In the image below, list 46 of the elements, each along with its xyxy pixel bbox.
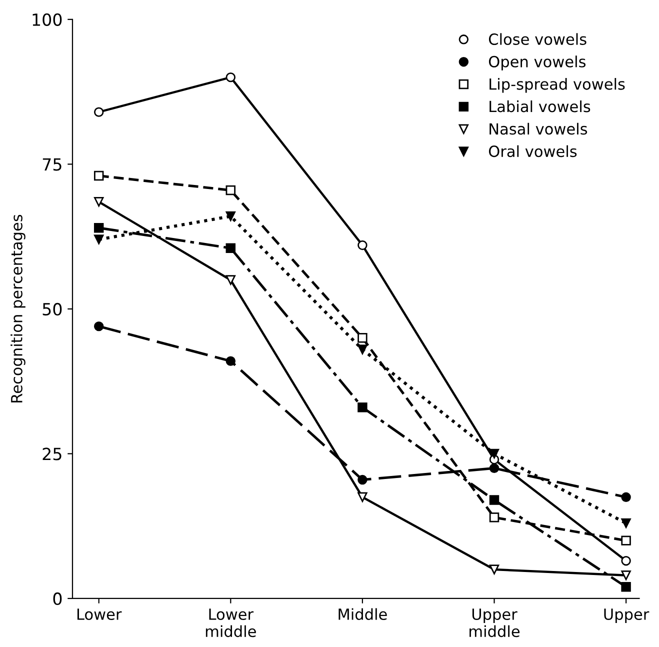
point [94,107,104,117]
point [94,234,104,244]
y-axis-title: Recognition percentages [10,214,26,402]
legend-label: Lip-spread vowels [490,78,625,93]
point [226,211,236,222]
legend-label: Labial vowels [490,100,590,112]
point [358,333,368,343]
point [621,536,631,546]
point [94,321,104,332]
point [358,344,368,354]
point [94,196,104,207]
point [621,556,631,566]
point [621,492,631,502]
point [489,463,500,474]
y-tick-label: 75 [42,158,62,171]
point [621,570,631,580]
point [94,170,104,181]
point [621,518,631,528]
point [226,185,236,196]
x-tick-label: Upper middle [470,608,520,638]
legend-label: Nasal vowels [490,122,588,135]
point [358,474,368,485]
y-tick-label: 50 [42,302,62,316]
point [621,582,631,592]
y-tick-label: 25 [42,448,62,460]
x-tick-label: Middle [338,608,387,620]
legend-label: Close vowels [488,33,586,45]
point [226,275,236,285]
point [94,223,104,233]
x-tick-label: Upper [604,608,650,623]
point [489,512,500,522]
y-tick-label: 100 [32,13,62,26]
point [226,72,236,82]
point [358,492,368,502]
point [489,448,500,459]
x-tick-label: Lower middle [206,608,256,638]
point [358,240,368,250]
point [226,243,236,253]
point [226,356,236,366]
point [358,402,368,412]
point [489,564,500,574]
legend-label: Oral vowels [488,145,577,158]
point [489,495,500,505]
legend-label: Open vowels [488,56,586,70]
y-tick-label: 0 [53,592,62,606]
x-tick-label: Lower [77,608,122,620]
